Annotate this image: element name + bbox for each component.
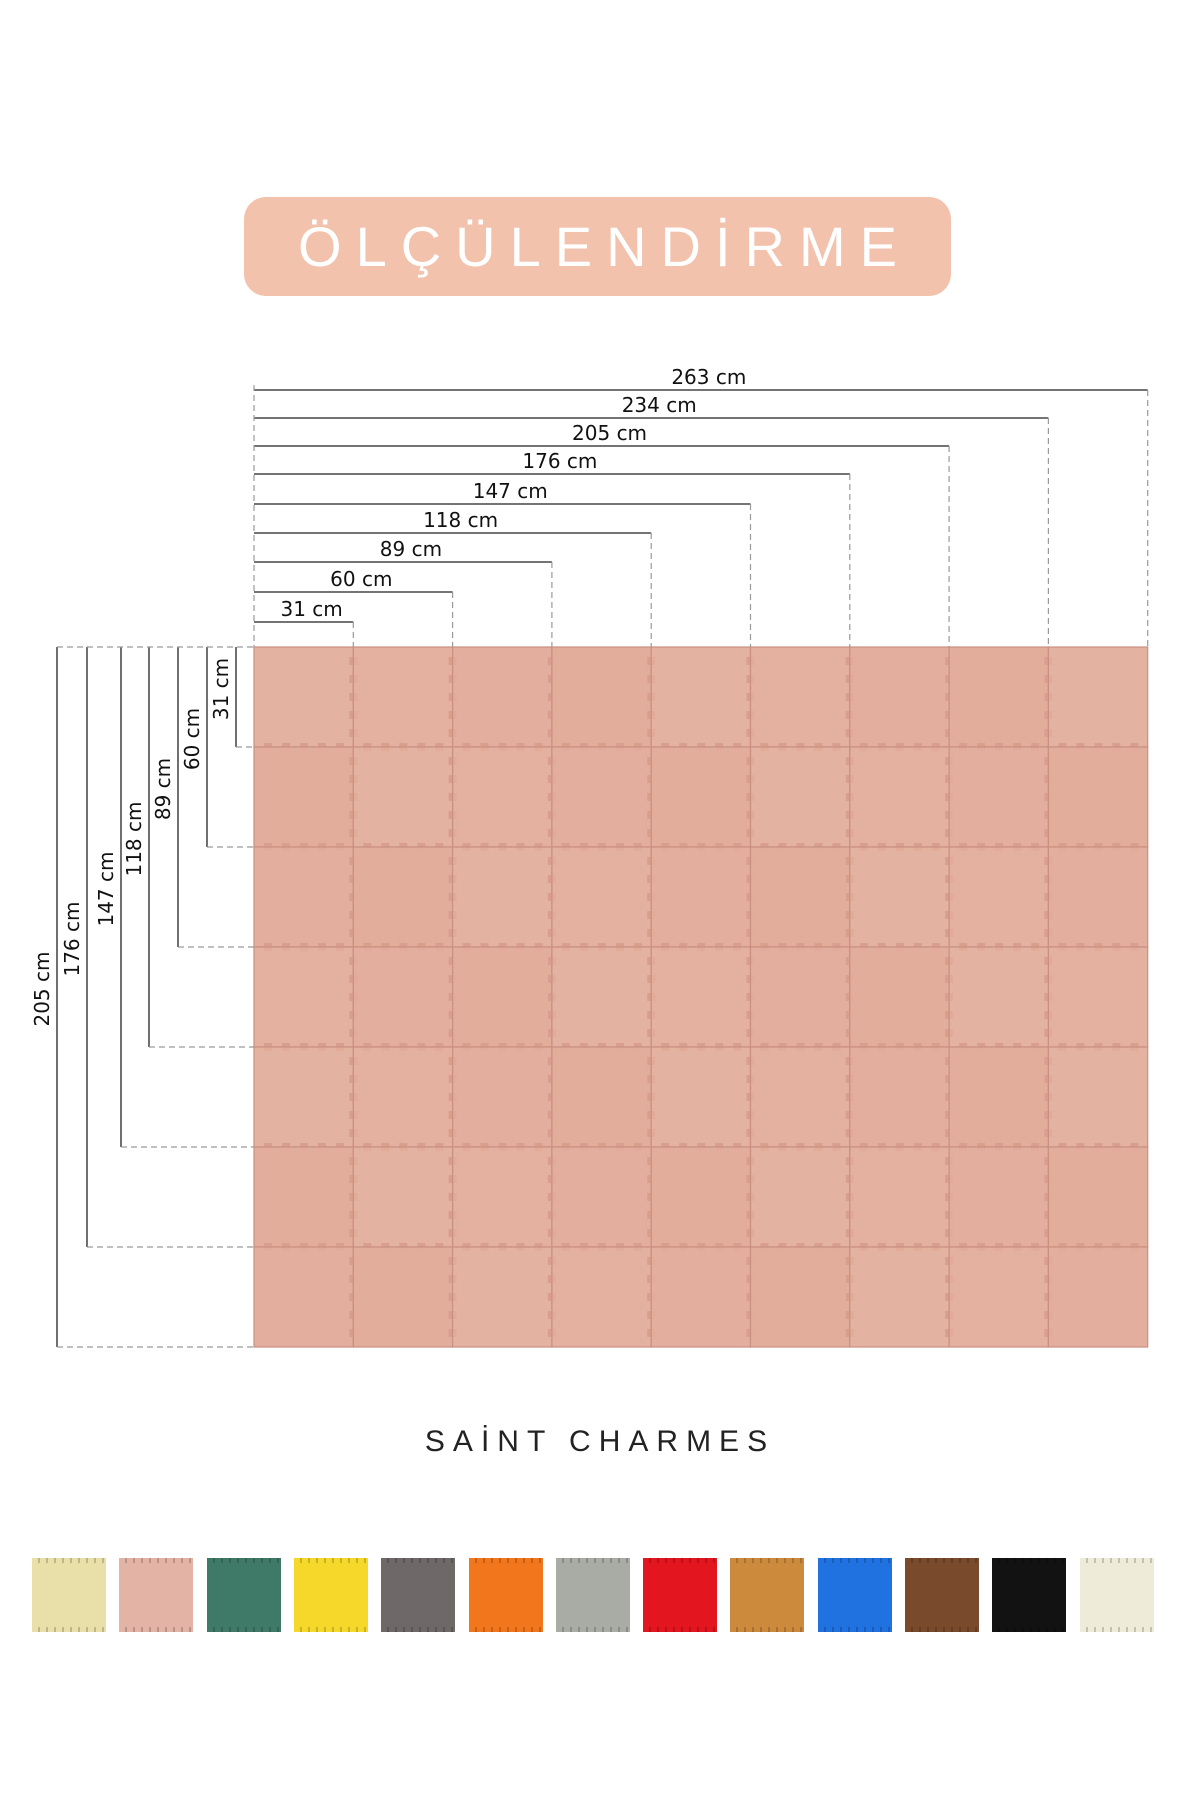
mat-tile — [1047, 646, 1149, 748]
mat-tile — [452, 746, 553, 848]
swatch-dark-grey — [381, 1558, 456, 1632]
mat-tile — [352, 1046, 454, 1148]
mat-tile — [650, 1046, 752, 1148]
mat-tile — [849, 1246, 950, 1348]
mat-tile — [749, 646, 851, 748]
swatch-powder-pink — [119, 1558, 194, 1632]
mat-tile — [650, 746, 752, 848]
width-dim-label: 147 cm — [473, 479, 548, 503]
height-dim-label: 89 cm — [151, 758, 175, 820]
mat-tile — [452, 646, 553, 748]
title-banner: ÖLÇÜLENDİRME — [244, 197, 951, 296]
page-title: ÖLÇÜLENDİRME — [298, 215, 911, 278]
height-dim-label: 147 cm — [94, 851, 118, 926]
mat-tile — [352, 1246, 454, 1348]
mat-tile — [551, 746, 652, 848]
swatch-brown — [905, 1558, 979, 1632]
mat-tile — [1047, 946, 1149, 1048]
mat-tile — [452, 1146, 553, 1248]
swatch-black — [992, 1558, 1067, 1632]
mat-tile — [551, 646, 652, 748]
mat-tile — [749, 1246, 851, 1348]
mat-tile — [352, 746, 454, 848]
width-dim-label: 118 cm — [423, 508, 498, 532]
swatch-yellow — [293, 1558, 368, 1632]
mat-tile — [948, 946, 1049, 1048]
swatch-orange — [468, 1558, 543, 1632]
mat-tile — [352, 946, 454, 1048]
mat-tile — [452, 846, 553, 948]
mat-tile — [551, 946, 652, 1048]
mat-tile — [948, 1246, 1049, 1348]
swatch-camel — [730, 1558, 805, 1632]
mat-tile — [452, 946, 553, 1048]
mat-tile — [1047, 746, 1149, 848]
mat-tile — [1047, 1046, 1149, 1148]
height-dim-label: 118 cm — [122, 801, 146, 876]
width-dim-label: 263 cm — [671, 365, 746, 389]
height-dim-label: 60 cm — [180, 708, 204, 770]
mat-tile — [948, 746, 1049, 848]
mat-tile — [1047, 846, 1149, 948]
mat-tile — [948, 646, 1049, 748]
mat-tile — [1047, 1146, 1149, 1248]
mat-tile — [253, 946, 354, 1048]
mat-tile — [948, 1146, 1049, 1248]
width-dim-label: 60 cm — [330, 567, 392, 591]
mat-tile — [551, 1046, 652, 1148]
mat-tile — [551, 846, 652, 948]
swatch-light-grey — [555, 1558, 630, 1632]
mat-tile — [352, 1146, 454, 1248]
mat-tile — [849, 1146, 950, 1248]
mat-tile — [352, 646, 454, 748]
mat-tile — [253, 746, 354, 848]
swatch-blue — [817, 1558, 892, 1632]
mat-tile — [749, 846, 851, 948]
width-dim-label: 89 cm — [380, 537, 442, 561]
mat-tile — [551, 1146, 652, 1248]
swatch-cream — [32, 1558, 106, 1632]
mat-tile — [849, 846, 950, 948]
mat-tile — [849, 746, 950, 848]
mat-tile — [1047, 1246, 1149, 1348]
mat-tile — [253, 1246, 354, 1348]
mat-tile — [650, 646, 752, 748]
swatch-ivory — [1079, 1558, 1154, 1632]
mat-tile — [253, 646, 354, 748]
width-dim-label: 31 cm — [281, 597, 343, 621]
width-dim-label: 205 cm — [572, 421, 647, 445]
mat-tile — [253, 1146, 354, 1248]
swatch-teal-green — [206, 1558, 281, 1632]
swatch-red — [643, 1558, 718, 1632]
mat-tile — [452, 1046, 553, 1148]
brand-name: SAİNT CHARMES — [424, 1425, 776, 1458]
mat-tile — [948, 1046, 1049, 1148]
mat-tile — [749, 1046, 851, 1148]
height-dim-label: 31 cm — [209, 658, 233, 720]
mat-tile — [253, 1046, 354, 1148]
height-dim-label: 205 cm — [30, 951, 54, 1026]
mat-tile — [650, 1246, 752, 1348]
mat-tile — [650, 1146, 752, 1248]
width-dim-label: 234 cm — [622, 393, 697, 417]
mat-tile — [452, 1246, 553, 1348]
mat-tile — [849, 946, 950, 1048]
mat-tile — [749, 1146, 851, 1248]
mat-tile — [849, 1046, 950, 1148]
mat-tile — [253, 846, 354, 948]
mat-tile — [849, 646, 950, 748]
mat-tile — [352, 846, 454, 948]
mat-tile — [749, 946, 851, 1048]
height-dim-label: 176 cm — [60, 901, 84, 976]
mat-tile — [650, 846, 752, 948]
mat-tile — [650, 946, 752, 1048]
mat-tile — [948, 846, 1049, 948]
mat-tile — [551, 1246, 652, 1348]
color-swatches — [32, 1552, 1168, 1636]
width-dim-label: 176 cm — [522, 449, 597, 473]
mat-tile — [749, 746, 851, 848]
